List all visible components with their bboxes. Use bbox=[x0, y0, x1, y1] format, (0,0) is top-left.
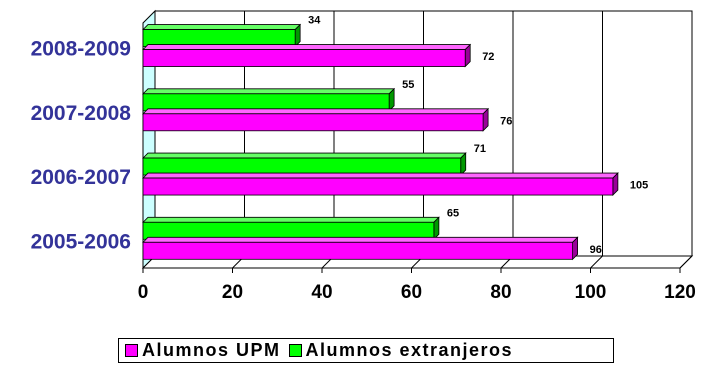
data-label: 105 bbox=[630, 180, 648, 192]
legend: Alumnos UPM Alumnos extranjeros bbox=[118, 338, 614, 363]
bar-upm: 105 bbox=[142, 172, 648, 197]
bar-upm: 72 bbox=[142, 43, 494, 68]
bar-front-face bbox=[142, 49, 466, 67]
legend-label-extranjeros: Alumnos extranjeros bbox=[305, 340, 514, 360]
bar-top-face bbox=[142, 236, 579, 243]
bar-extranjeros: 71 bbox=[142, 143, 486, 177]
bar-front-face bbox=[142, 241, 574, 260]
bar-top-face bbox=[142, 44, 472, 50]
bar-top-face bbox=[142, 108, 490, 115]
legend-swatch-upm bbox=[125, 344, 138, 357]
bar-extranjeros: 34 bbox=[142, 15, 321, 48]
bar-front-face bbox=[142, 29, 296, 47]
category-label: 2007-2008 bbox=[31, 102, 132, 125]
x-tick-label: 0 bbox=[138, 282, 149, 303]
bar-top-face bbox=[142, 216, 440, 223]
x-tick-label: 100 bbox=[575, 282, 607, 303]
bar-chart: 65 96 71 105 55 76 34 72 2005-2006 2006-2007 2007… bbox=[31, 9, 696, 303]
bar-top-face bbox=[142, 152, 467, 159]
category-label: 2006-2007 bbox=[31, 166, 131, 189]
data-label: 71 bbox=[474, 143, 486, 155]
data-label: 76 bbox=[500, 115, 512, 127]
data-label: 55 bbox=[402, 79, 414, 91]
x-tick-label: 20 bbox=[222, 282, 243, 303]
floor-gridline bbox=[590, 255, 603, 269]
legend-item-extranjeros: Alumnos extranjeros bbox=[288, 340, 514, 361]
data-label: 34 bbox=[308, 15, 321, 27]
category-labels: 2005-2006 2006-2007 2007-2008 2008-2009 bbox=[31, 38, 132, 254]
floor-gridline bbox=[679, 255, 693, 269]
x-tick-label: 80 bbox=[490, 282, 511, 303]
bar-front-face bbox=[142, 177, 614, 196]
x-tick-labels: 0 20 40 60 80 100 120 bbox=[138, 282, 696, 303]
bar-top-face bbox=[142, 24, 302, 30]
bar-upm: 96 bbox=[142, 236, 602, 261]
bar-top-face bbox=[142, 172, 619, 179]
bar-top-face bbox=[142, 88, 396, 95]
bars: 65 96 71 105 55 76 34 72 bbox=[142, 15, 648, 261]
data-label: 96 bbox=[590, 244, 602, 256]
x-tick-label: 60 bbox=[401, 282, 422, 303]
bar-front-face bbox=[142, 93, 390, 112]
bar-front-face bbox=[142, 157, 462, 176]
bar-front-face bbox=[142, 113, 484, 132]
bar-front-face bbox=[142, 221, 435, 240]
bar-extranjeros: 65 bbox=[142, 207, 459, 241]
x-tick-label: 40 bbox=[311, 282, 332, 303]
bar-upm: 76 bbox=[142, 107, 512, 132]
legend-item-upm: Alumnos UPM bbox=[125, 340, 281, 361]
x-tick-label: 120 bbox=[664, 282, 696, 303]
category-label: 2008-2009 bbox=[31, 38, 131, 61]
legend-label-upm: Alumnos UPM bbox=[142, 340, 281, 360]
data-label: 65 bbox=[447, 207, 459, 219]
category-label: 2005-2006 bbox=[31, 230, 131, 253]
bar-extranjeros: 55 bbox=[142, 79, 414, 112]
legend-swatch-extranjeros bbox=[288, 344, 302, 357]
data-label: 72 bbox=[482, 51, 494, 63]
